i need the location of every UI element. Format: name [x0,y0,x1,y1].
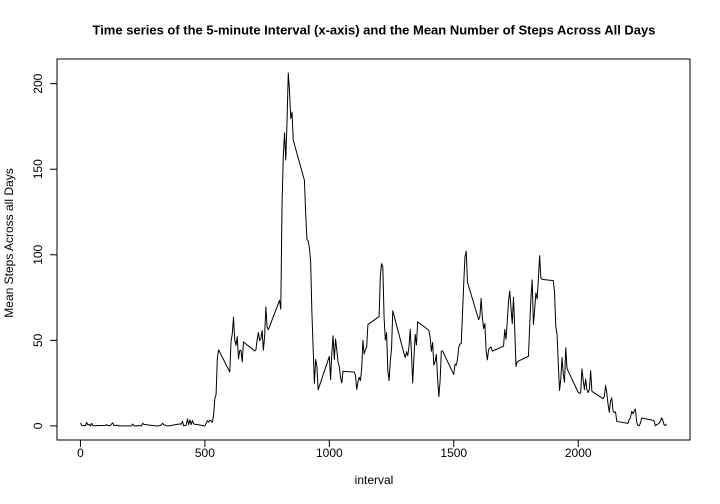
x-tick-label: 2000 [565,446,592,460]
x-axis-label: interval [355,473,394,487]
data-line [79,72,667,427]
y-tick-label: 150 [31,159,45,179]
x-tick-label: 500 [195,446,215,460]
x-tick-label: 1000 [316,446,343,460]
x-tick-label: 0 [77,446,84,460]
y-tick-label: 200 [31,73,45,93]
y-tick-label: 0 [31,422,45,429]
y-tick-label: 100 [31,244,45,264]
x-tick-label: 1500 [440,446,467,460]
y-tick-label: 50 [31,333,45,347]
chart-title: Time series of the 5-minute Interval (x-… [92,22,655,37]
y-axis-label: Mean Steps Across all Days [2,168,16,317]
